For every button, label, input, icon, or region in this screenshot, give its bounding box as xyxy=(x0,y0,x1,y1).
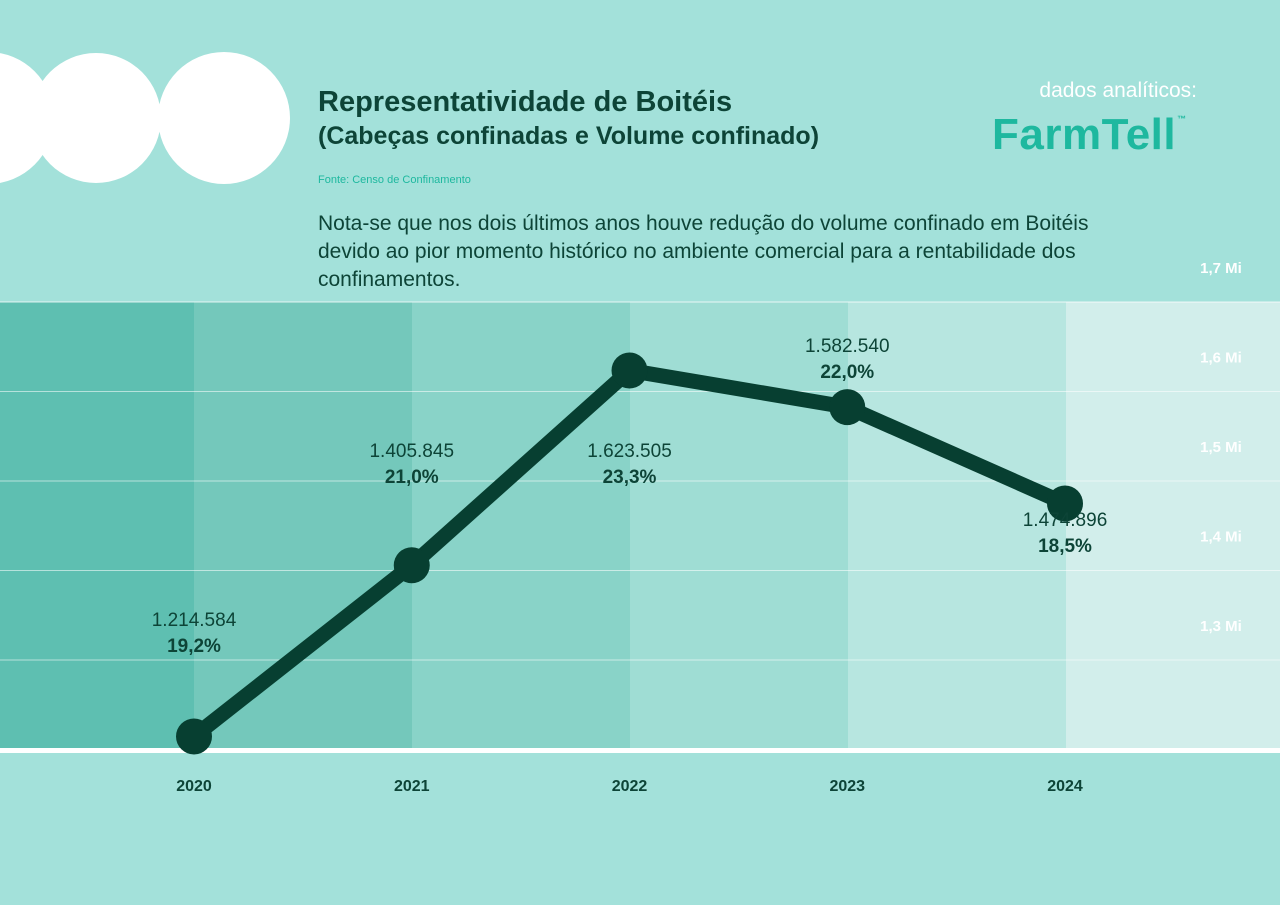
data-point xyxy=(176,718,212,755)
x-tick-label: 2023 xyxy=(829,778,865,795)
data-point xyxy=(393,547,430,584)
data-label-share: 19,2% xyxy=(167,636,221,657)
decorative-circles xyxy=(0,52,290,184)
y-tick-label: 1,7 Mi xyxy=(1200,260,1242,277)
trademark-mark: ™ xyxy=(1177,114,1187,124)
chart-band xyxy=(412,302,630,748)
data-label-share: 23,3% xyxy=(603,467,657,488)
chart-band xyxy=(0,302,194,748)
data-label-share: 21,0% xyxy=(385,467,439,488)
data-point xyxy=(1047,485,1083,522)
brand-tagline: dados analíticos: xyxy=(1039,79,1197,102)
y-tick-label: 1,4 Mi xyxy=(1200,529,1242,546)
decorative-circle xyxy=(158,52,290,184)
data-label-value: 1.405.845 xyxy=(369,441,454,462)
data-label-share: 22,0% xyxy=(820,362,874,383)
chart-band xyxy=(194,302,412,748)
x-tick-label: 2020 xyxy=(176,778,212,795)
page-title: Representatividade de Boitéis xyxy=(318,86,733,118)
x-tick-label: 2021 xyxy=(394,778,430,795)
decorative-circle xyxy=(31,53,161,183)
y-tick-label: 1,6 Mi xyxy=(1200,350,1242,367)
data-label-value: 1.214.584 xyxy=(152,610,237,631)
data-point xyxy=(611,352,648,389)
brand-name: FarmTell xyxy=(992,110,1177,159)
data-label-value: 1.474.896 xyxy=(1023,510,1108,531)
y-tick-label: 1,5 Mi xyxy=(1200,439,1242,456)
data-label-value: 1.623.505 xyxy=(587,441,672,462)
page-subtitle: (Cabeças confinadas e Volume confinado) xyxy=(318,122,820,150)
chart-band xyxy=(1066,302,1280,748)
data-label-share: 18,5% xyxy=(1038,536,1092,557)
y-tick-label: 1,3 Mi xyxy=(1200,618,1242,635)
source-note: Fonte: Censo de Confinamento xyxy=(318,174,471,186)
brand-logo: FarmTell™ xyxy=(992,110,1187,160)
chart-band xyxy=(848,302,1066,748)
data-point xyxy=(829,389,866,426)
x-tick-label: 2022 xyxy=(612,778,648,795)
analysis-note: Nota-se que nos dois últimos anos houve … xyxy=(318,212,1089,291)
chart-baseline xyxy=(0,748,1280,753)
data-label-value: 1.582.540 xyxy=(805,336,890,357)
x-tick-label: 2024 xyxy=(1047,778,1083,795)
